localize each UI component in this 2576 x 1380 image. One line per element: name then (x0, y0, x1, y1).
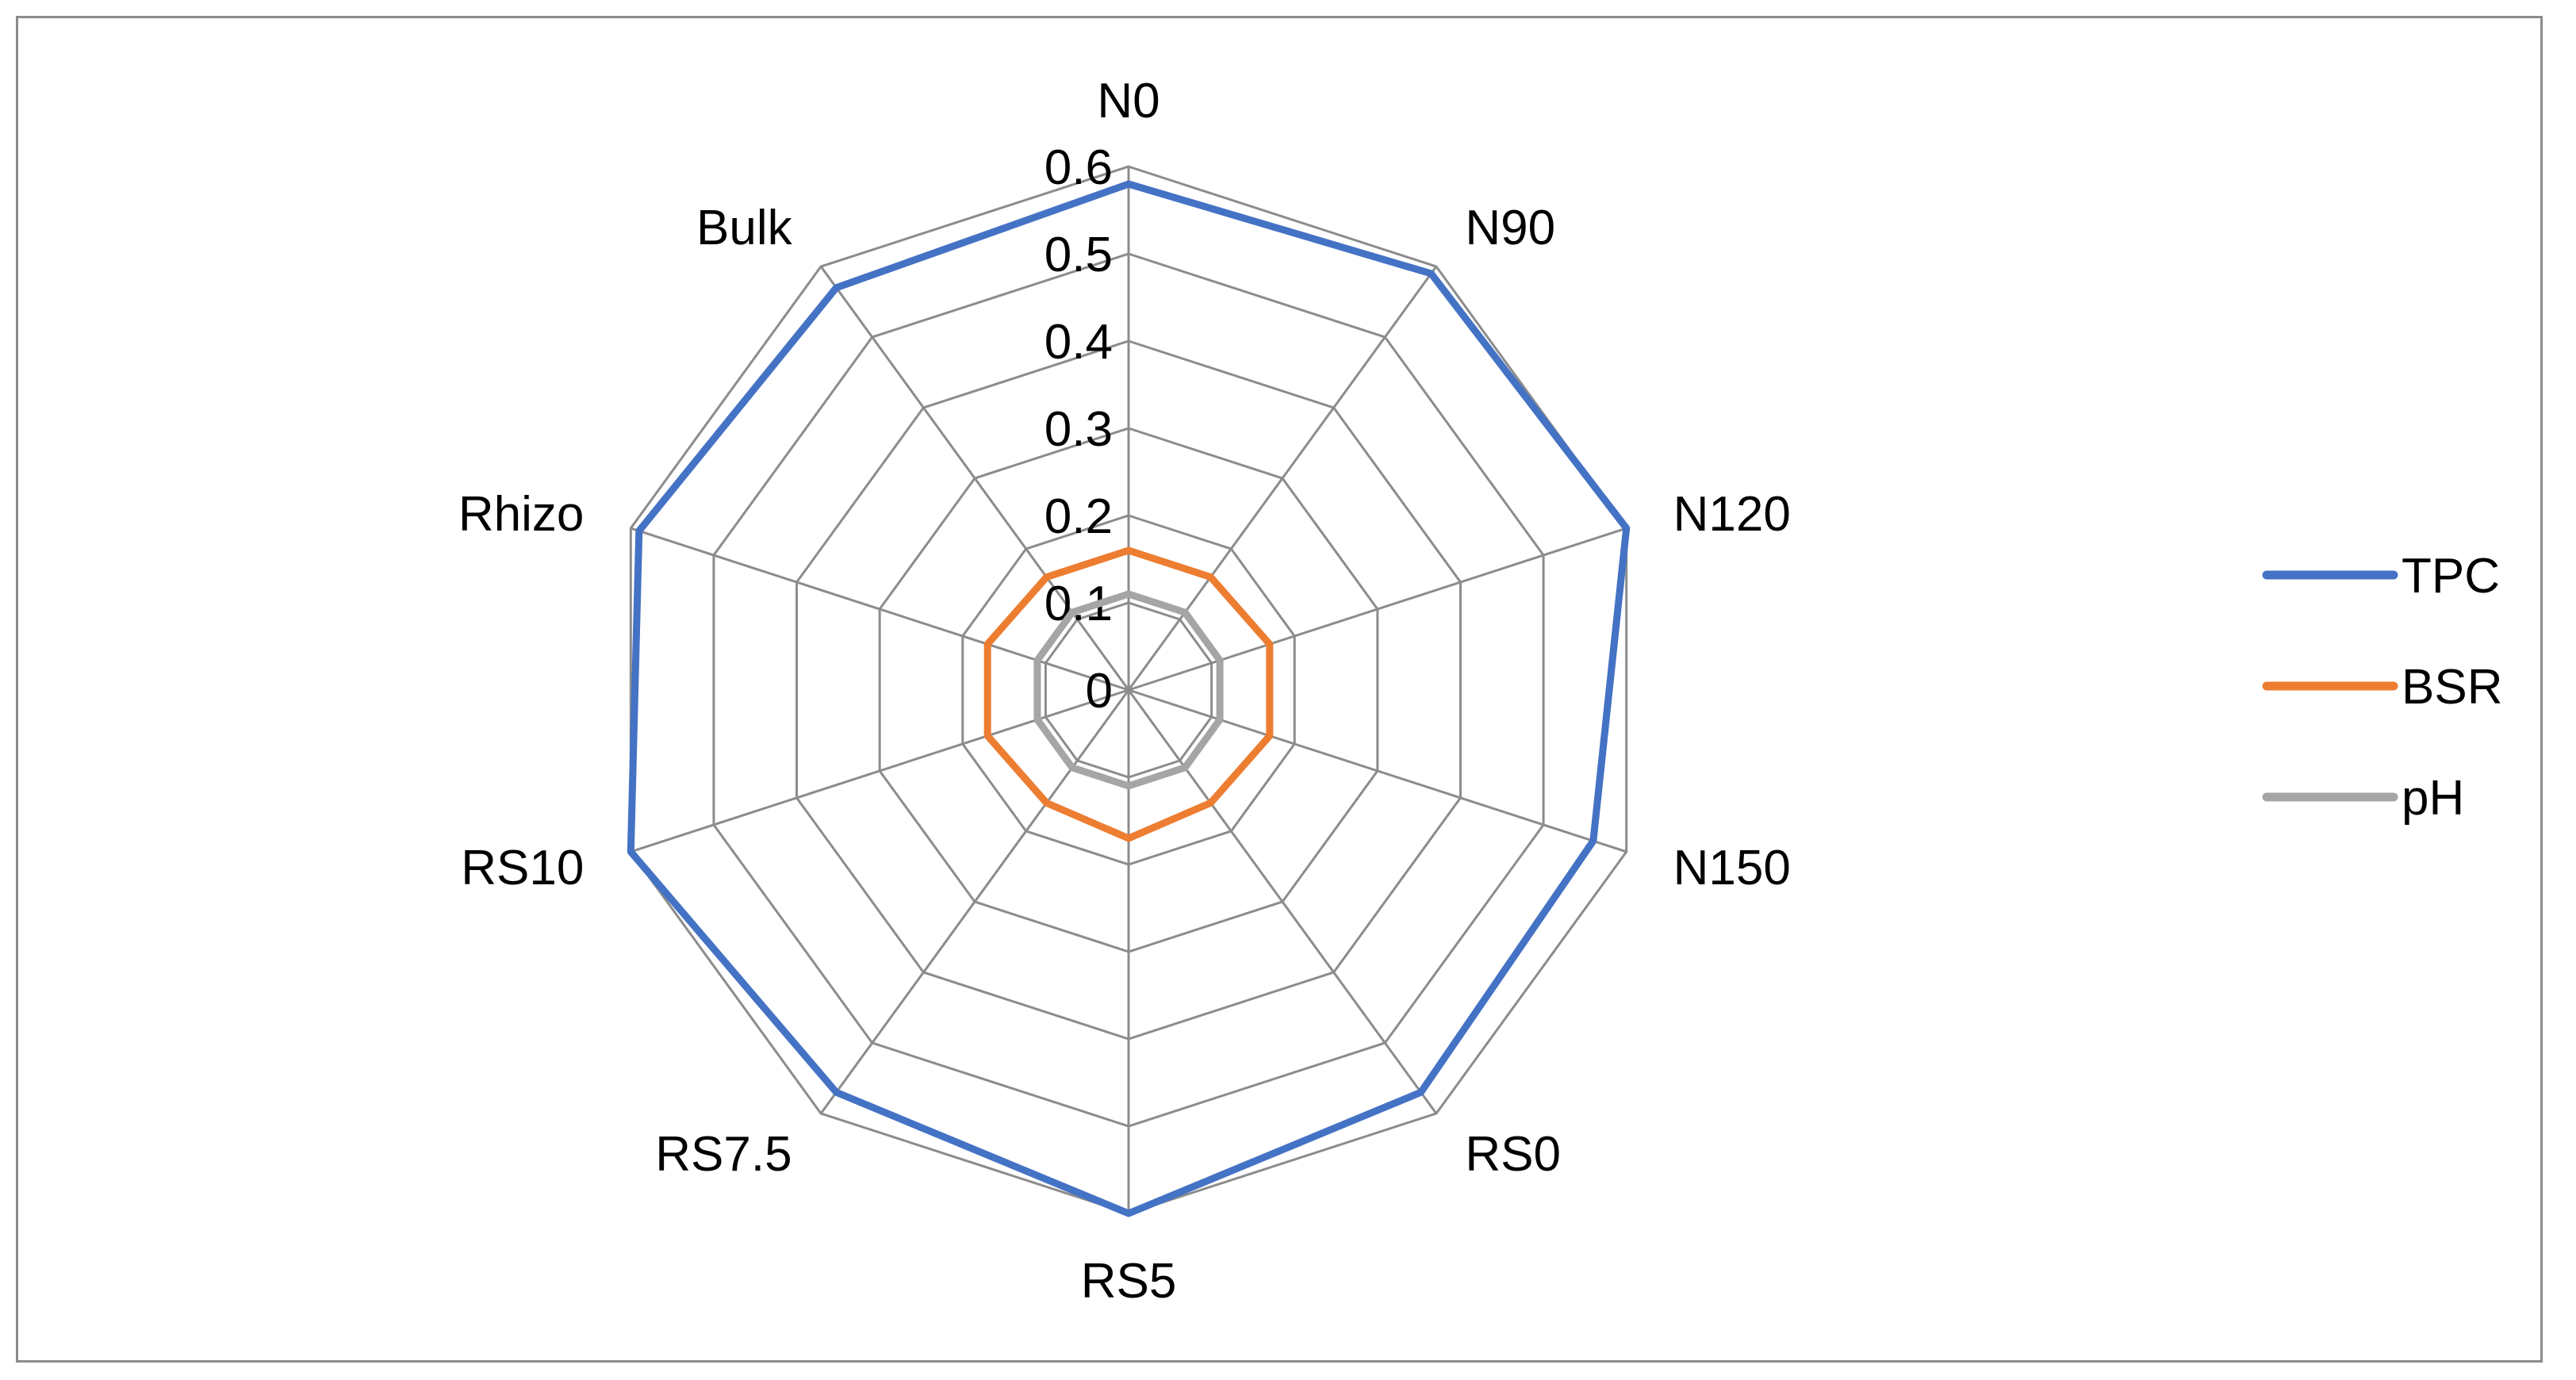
category-label: Bulk (696, 201, 793, 255)
tick-label: 0.6 (1045, 140, 1113, 195)
tick-label: 0.2 (1045, 489, 1113, 544)
category-label: RS7.5 (655, 1127, 792, 1182)
series-line-ph (1033, 590, 1224, 790)
series-line-bsr (983, 546, 1274, 842)
tick-label: 0.3 (1045, 402, 1113, 457)
category-layer: N0 N90 N120 N150 RS0 RS5 RS7.5 RS10 Rhizo Bulk (458, 74, 1791, 1309)
category-label: Rhizo (458, 487, 585, 542)
category-label: RS5 (1081, 1254, 1177, 1309)
series-line-tpc (627, 180, 1631, 1217)
spoke-line (630, 527, 1129, 692)
category-label: N90 (1465, 201, 1555, 255)
category-label: N120 (1673, 487, 1791, 542)
legend-label-bsr: BSR (2402, 660, 2502, 715)
chart-frame (16, 16, 2543, 1363)
category-label: RS0 (1465, 1127, 1561, 1182)
tick-label: 0.5 (1045, 228, 1113, 282)
series-layer (627, 180, 1631, 1217)
category-label: N150 (1673, 841, 1791, 895)
spoke-line (1128, 688, 1627, 853)
spoke-layer (630, 167, 1627, 1213)
spoke-line (1128, 527, 1627, 692)
spoke-line (819, 266, 1130, 691)
tick-label: 0.4 (1045, 315, 1113, 370)
tick-layer: 00.10.20.30.40.50.6 (1045, 140, 1113, 719)
category-label: N0 (1097, 74, 1160, 128)
spoke-line (819, 689, 1130, 1114)
category-label: RS10 (461, 841, 584, 895)
tick-label: 0 (1086, 664, 1113, 719)
spoke-line (1127, 266, 1438, 691)
legend: TPC BSR pH (2262, 549, 2502, 826)
spoke-line (630, 688, 1129, 853)
spoke-line (1127, 689, 1438, 1114)
legend-label-tpc: TPC (2402, 549, 2500, 604)
legend-label-ph: pH (2402, 771, 2464, 826)
